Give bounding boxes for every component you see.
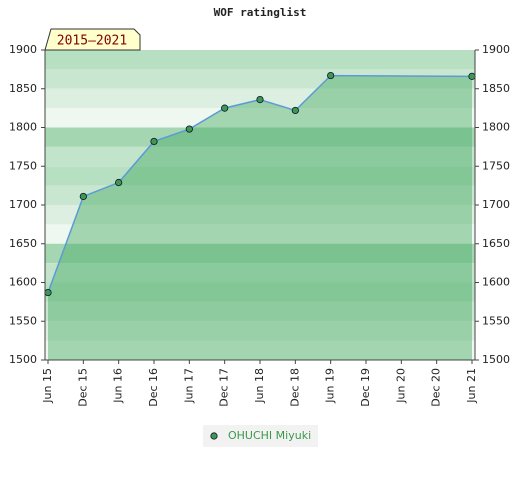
band [45,301,475,322]
band [45,50,475,70]
y2-tick-label: 1750 [482,159,510,172]
x-tick-label: Jun 17 [182,368,195,404]
band [45,166,475,186]
y-tick-label: 1650 [9,237,37,250]
y-tick-label: 1500 [9,353,37,366]
y2-tick-label: 1600 [482,276,510,289]
band [45,108,475,128]
x-tick-label: Jun 20 [394,368,407,404]
point [468,72,476,80]
x-tick-label: Dec 17 [218,368,231,407]
y-tick-label: 1900 [9,43,37,56]
x-tick-label: Dec 15 [76,368,89,407]
point [327,71,335,80]
legend-marker [210,432,218,440]
x-tick-label: Jun 18 [253,368,266,404]
x-tick-label: Jun 19 [324,368,337,404]
band [45,69,475,89]
band [45,146,475,167]
area [48,75,472,360]
point [221,104,229,112]
y-tick-label: 1750 [9,159,37,172]
y-tick-label: 1700 [9,198,37,211]
point [79,192,87,201]
x-tick-label: Jun 15 [41,368,54,404]
line [47,74,473,293]
band [45,185,475,205]
plot [44,71,476,360]
point [115,178,123,187]
x-tick-label: Dec 19 [359,368,372,407]
band [45,205,475,225]
x-tick-label: Dec 18 [288,368,301,407]
x-tick-label: Dec 20 [430,368,443,407]
band [45,243,475,264]
y-tick-label: 1800 [9,121,37,134]
band [45,340,475,360]
band [45,282,475,302]
x-tick-label: Jun 16 [112,368,125,404]
y2-tick-label: 1800 [482,121,510,134]
y2-tick-label: 1550 [482,314,510,327]
band [45,321,475,341]
point [291,106,299,115]
band [45,263,475,283]
x-tick-label: Dec 16 [147,368,160,407]
chart-title: WOF ratinglist [214,6,307,19]
annotation-box [44,28,141,51]
y-tick-label: 1600 [9,276,37,289]
point [256,96,264,104]
background [45,50,475,360]
point [44,288,52,297]
y-tick-label: 1550 [9,314,37,327]
y2-tick-label: 1900 [482,43,510,56]
point [185,125,193,133]
y2-tick-label: 1650 [482,237,510,250]
y2-tick-label: 1700 [482,198,510,211]
y-tick-label: 1850 [9,82,37,95]
legend-label: OHUCHI Miyuki [228,429,311,442]
legend-box [203,425,318,447]
y2-tick-label: 1850 [482,82,510,95]
point [150,137,158,146]
y2-tick-label: 1500 [482,353,510,366]
x-tick-label: Jun 21 [465,368,478,404]
band [45,224,475,244]
annotation: 2015–2021 [57,34,127,49]
